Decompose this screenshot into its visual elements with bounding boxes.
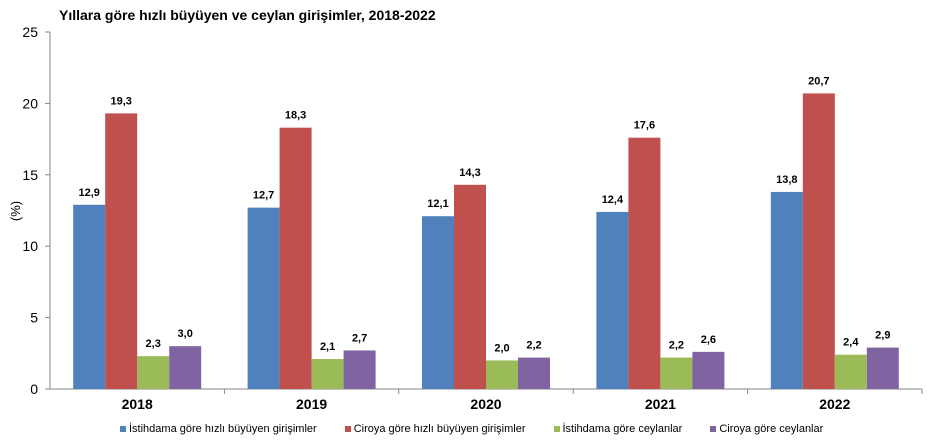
data-label: 2,0 [494, 342, 509, 354]
legend-swatch [710, 426, 717, 432]
data-label: 2,1 [320, 341, 335, 353]
data-label: 14,3 [459, 167, 480, 179]
data-label: 19,3 [110, 95, 131, 107]
y-tick-label: 15 [22, 167, 38, 183]
bar [596, 211, 629, 389]
bar [73, 204, 106, 389]
bar [628, 137, 661, 389]
data-label: 3,0 [178, 328, 193, 340]
bar [105, 113, 138, 390]
y-tick-label: 10 [22, 238, 38, 254]
x-tick-label: 2021 [645, 396, 676, 412]
data-label: 2,2 [526, 340, 541, 352]
legend-swatch [344, 426, 351, 432]
bar [486, 360, 518, 389]
data-label: 12,7 [253, 190, 274, 202]
legend-item: İstihdama göre hızlı büyüyen girişimler [120, 423, 317, 435]
bar [422, 216, 454, 389]
bar [802, 93, 835, 390]
bar [343, 350, 376, 389]
data-label: 12,1 [427, 198, 448, 210]
data-label: 2,7 [352, 332, 367, 344]
legend-swatch [553, 426, 560, 432]
legend: İstihdama göre hızlı büyüyen girişimler C… [120, 423, 851, 435]
legend-item: Ciroya göre hızlı büyüyen girişimler [344, 423, 526, 435]
bar [518, 357, 550, 389]
bar [247, 207, 280, 389]
data-label: 17,6 [634, 120, 655, 132]
data-label: 18,3 [285, 110, 306, 122]
data-label: 12,9 [78, 187, 99, 199]
data-label: 2,3 [146, 338, 161, 350]
data-label: 12,4 [602, 194, 624, 206]
legend-label: İstihdama göre ceylanlar [562, 423, 683, 435]
legend-label: İstihdama göre hızlı büyüyen girişimler [129, 423, 317, 435]
y-tick-label: 25 [22, 24, 38, 40]
legend-item: İstihdama göre ceylanlar [553, 423, 683, 435]
bar [311, 359, 344, 389]
y-axis-label: (%) [8, 201, 23, 221]
data-label: 2,2 [669, 340, 684, 352]
x-tick-label: 2022 [819, 396, 850, 412]
bar [834, 354, 867, 389]
chart-title: Yıllara göre hızlı büyüyen ve ceylan gir… [59, 7, 436, 23]
legend-label: Ciroya göre ceylanlar [719, 423, 824, 435]
bar [279, 127, 312, 390]
bar [692, 351, 725, 389]
legend-item: Ciroya göre ceylanlar [710, 423, 823, 435]
data-label: 20,7 [808, 75, 829, 87]
data-label: 2,6 [701, 334, 716, 346]
x-tick-label: 2019 [296, 396, 327, 412]
data-label: 2,4 [843, 337, 859, 349]
data-label: 13,8 [776, 174, 797, 186]
x-tick-label: 2020 [470, 396, 501, 412]
y-tick-label: 5 [30, 310, 38, 326]
legend-swatch [120, 426, 126, 432]
bar [137, 356, 170, 389]
bar [770, 191, 803, 389]
legend-label: Ciroya göre hızlı büyüyen girişimler [353, 423, 526, 435]
bar [454, 184, 486, 389]
bar [660, 357, 693, 389]
bar [169, 346, 202, 389]
y-tick-label: 20 [22, 95, 38, 111]
x-tick-label: 2018 [122, 396, 153, 412]
bar [866, 347, 899, 389]
y-tick-label: 0 [30, 381, 38, 397]
data-label: 2,9 [875, 330, 890, 342]
